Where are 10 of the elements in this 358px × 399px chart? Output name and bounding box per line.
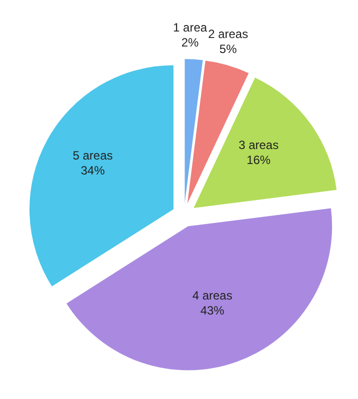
data-label: 2% <box>181 35 200 50</box>
slice-label: 4 areas <box>192 288 232 303</box>
slice-label: 1 area <box>173 20 208 34</box>
slice-label: 3 areas <box>238 138 279 152</box>
data-label: 34% <box>80 164 106 178</box>
slice-label: 5 areas <box>72 148 113 163</box>
data-label: 43% <box>200 304 225 318</box>
data-label: 16% <box>246 153 271 168</box>
slice-label: 2 areas <box>208 26 248 41</box>
data-label: 5% <box>219 42 238 56</box>
